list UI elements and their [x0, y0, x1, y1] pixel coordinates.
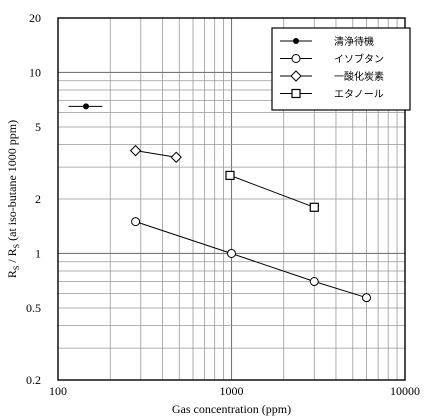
y-tick-label: 0.5: [26, 301, 41, 315]
y-axis-ticks: 0.2 0.5 1 2 5 10 20: [26, 11, 41, 387]
y-title-r1: R: [5, 270, 19, 278]
y-tick-label: 20: [29, 11, 41, 25]
y-title-s1: S: [12, 266, 21, 270]
diamond-marker: [170, 151, 182, 163]
series-group: [68, 103, 103, 110]
circle-marker: [362, 293, 372, 303]
legend-entry: 清浄待機: [280, 35, 374, 48]
x-axis-ticks: 100 1000 10000: [49, 384, 420, 398]
x-tick-label: 100: [49, 384, 67, 398]
x-axis-title: Gas concentration (ppm): [172, 402, 291, 416]
series: [68, 103, 372, 303]
y-title-slash: / R: [5, 248, 19, 265]
x-tick-label: 1000: [220, 384, 244, 398]
legend-label: エタノール: [334, 89, 384, 101]
legend-entry: イソブタン: [280, 53, 384, 66]
dot-marker: [293, 38, 299, 44]
y-tick-label: 1: [35, 246, 41, 260]
y-title-rest: (at iso-butane 1000 ppm): [5, 120, 19, 244]
series-group: [129, 144, 182, 163]
y-tick-label: 5: [35, 120, 41, 134]
circle-marker: [131, 217, 141, 227]
series-line: [229, 174, 315, 208]
circle-marker: [291, 54, 301, 63]
diamond-marker: [290, 70, 302, 82]
y-tick-label: 2: [35, 192, 41, 206]
circle-marker: [227, 248, 236, 258]
y-tick-label: 10: [29, 65, 41, 79]
plot-frame: [57, 17, 406, 381]
legend-entry: 一酸化炭素: [280, 70, 384, 83]
square-marker: [225, 170, 235, 181]
diamond-marker: [129, 144, 142, 157]
series-group: [131, 217, 372, 303]
square-marker: [291, 88, 301, 99]
series-group: [225, 170, 319, 212]
series-line: [135, 150, 177, 158]
x-tick-label: 10000: [390, 384, 420, 398]
legend-label: イソブタン: [334, 53, 384, 66]
y-axis-title: RS / RS (at iso-butane 1000 ppm): [5, 120, 21, 278]
dot-marker: [82, 103, 89, 110]
legend-label: 清浄待機: [334, 35, 374, 48]
square-marker: [309, 202, 319, 212]
circle-marker: [309, 277, 319, 287]
y-tick-label: 0.2: [26, 373, 41, 387]
legend-entry: エタノール: [280, 89, 384, 101]
series-line: [135, 221, 367, 299]
legend-label: 一酸化炭素: [334, 70, 384, 83]
y-title-s2: S: [12, 244, 21, 248]
